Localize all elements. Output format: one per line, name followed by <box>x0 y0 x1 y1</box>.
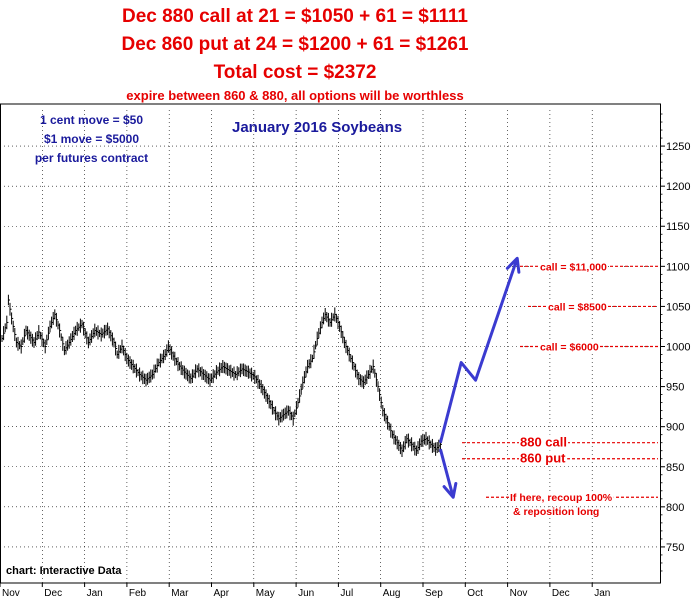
level-label: If here, recoup 100% <box>510 492 613 504</box>
bullish-scenario-arrow <box>438 257 519 444</box>
level-label-background <box>539 341 600 354</box>
x-tick-label: Jun <box>298 588 314 599</box>
note-cent-move: 1 cent move = $50 <box>39 113 144 127</box>
x-tick-label: Feb <box>129 588 147 599</box>
note-per-contract: per futures contract <box>34 151 149 165</box>
y-tick-label: 1100 <box>666 261 690 273</box>
y-tick-label: 950 <box>666 382 684 394</box>
bullish-scenario-arrow-head <box>505 256 521 274</box>
plot-frame <box>0 103 661 584</box>
level-label: call = $6000 <box>540 342 599 354</box>
chart-credit: chart: Interactive Data <box>6 565 122 577</box>
y-tick-label: 800 <box>666 502 684 514</box>
level-label: call = $11,000 <box>540 261 607 273</box>
y-tick-label: 1200 <box>666 181 690 193</box>
x-tick-label: Jan <box>594 588 610 599</box>
y-tick-label: 850 <box>666 462 684 474</box>
x-tick-label: Sep <box>425 588 443 599</box>
level-label: call = $8500 <box>548 301 607 313</box>
header-line-expire: expire between 860 & 880, all options wi… <box>126 88 464 103</box>
x-tick-label: May <box>256 588 275 599</box>
header-line-total: Total cost = $2372 <box>213 62 377 83</box>
level-label-background <box>509 492 614 505</box>
y-tick-label: 1000 <box>666 342 690 354</box>
y-tick-label: 1150 <box>666 221 690 233</box>
x-tick-label: Mar <box>171 588 189 599</box>
level-label-background <box>519 434 568 450</box>
level-label-background <box>539 261 609 274</box>
bearish-scenario-arrow <box>438 448 455 498</box>
level-label: 880 call <box>520 435 567 450</box>
reposition-label: & reposition long <box>513 506 599 518</box>
y-tick-label: 900 <box>666 422 684 434</box>
x-tick-label: Jan <box>87 588 103 599</box>
level-label-background <box>519 450 568 466</box>
level-label-background <box>547 301 608 314</box>
y-tick-label: 1050 <box>666 301 690 313</box>
x-tick-label: Apr <box>214 588 230 599</box>
x-tick-label: Nov <box>510 588 528 599</box>
y-tick-label: 1250 <box>666 141 690 153</box>
x-tick-label: Oct <box>467 588 483 599</box>
header-line-call: Dec 880 call at 21 = $1050 + 61 = $1111 <box>121 6 468 27</box>
x-tick-label: Nov <box>2 588 20 599</box>
x-tick-label: Jul <box>340 588 353 599</box>
header-line-put: Dec 860 put at 24 = $1200 + 61 = $1261 <box>121 34 469 55</box>
chart-title: January 2016 Soybeans <box>232 119 403 136</box>
x-tick-label: Dec <box>44 588 62 599</box>
x-tick-label: Dec <box>552 588 570 599</box>
level-label: 860 put <box>520 451 566 466</box>
y-tick-label: 750 <box>666 542 684 554</box>
bearish-scenario-arrow-head <box>442 481 458 499</box>
note-dollar-move: $1 move = $5000 <box>43 132 140 146</box>
x-tick-label: Aug <box>383 588 401 599</box>
